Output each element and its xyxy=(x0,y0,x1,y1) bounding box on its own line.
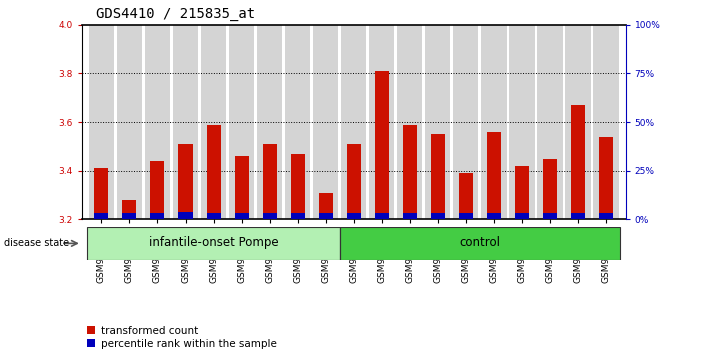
Bar xyxy=(375,71,389,219)
Bar xyxy=(178,212,193,219)
Bar xyxy=(285,25,310,219)
Bar xyxy=(599,213,613,219)
Bar xyxy=(89,25,114,219)
Bar xyxy=(425,25,451,219)
Legend: transformed count, percentile rank within the sample: transformed count, percentile rank withi… xyxy=(87,326,277,349)
Bar xyxy=(594,25,619,219)
Bar xyxy=(347,144,360,219)
Bar xyxy=(229,25,255,219)
Bar xyxy=(459,173,473,219)
Bar xyxy=(431,213,445,219)
Text: infantile-onset Pompe: infantile-onset Pompe xyxy=(149,236,278,249)
Bar xyxy=(151,213,164,219)
Text: control: control xyxy=(459,236,501,249)
Bar xyxy=(319,193,333,219)
Bar xyxy=(151,161,164,219)
Bar xyxy=(117,25,142,219)
Text: disease state: disease state xyxy=(4,238,69,248)
Bar xyxy=(571,213,585,219)
Bar xyxy=(403,125,417,219)
Bar xyxy=(487,132,501,219)
Bar xyxy=(431,134,445,219)
Bar xyxy=(340,227,620,259)
Bar xyxy=(459,213,473,219)
Bar xyxy=(347,213,360,219)
Bar xyxy=(262,144,277,219)
Bar xyxy=(538,25,562,219)
Bar xyxy=(515,166,529,219)
Bar xyxy=(487,213,501,219)
Bar xyxy=(543,159,557,219)
Bar xyxy=(543,213,557,219)
Bar xyxy=(235,156,249,219)
Bar xyxy=(599,137,613,219)
Bar xyxy=(95,213,108,219)
Bar xyxy=(319,213,333,219)
Bar xyxy=(87,227,340,259)
Bar xyxy=(565,25,591,219)
Bar xyxy=(571,105,585,219)
Bar xyxy=(235,213,249,219)
Bar xyxy=(206,125,220,219)
Bar xyxy=(95,169,108,219)
Bar xyxy=(201,25,226,219)
Bar xyxy=(369,25,395,219)
Bar xyxy=(262,213,277,219)
Bar xyxy=(178,144,193,219)
Bar xyxy=(481,25,506,219)
Bar xyxy=(453,25,479,219)
Bar xyxy=(173,25,198,219)
Bar xyxy=(397,25,422,219)
Bar xyxy=(313,25,338,219)
Bar xyxy=(375,213,389,219)
Bar xyxy=(403,213,417,219)
Bar xyxy=(122,213,137,219)
Bar xyxy=(515,213,529,219)
Bar xyxy=(341,25,366,219)
Bar xyxy=(145,25,170,219)
Bar xyxy=(257,25,282,219)
Bar xyxy=(291,154,304,219)
Bar xyxy=(122,200,137,219)
Text: GDS4410 / 215835_at: GDS4410 / 215835_at xyxy=(96,7,255,21)
Bar xyxy=(291,213,304,219)
Bar xyxy=(509,25,535,219)
Bar xyxy=(206,213,220,219)
